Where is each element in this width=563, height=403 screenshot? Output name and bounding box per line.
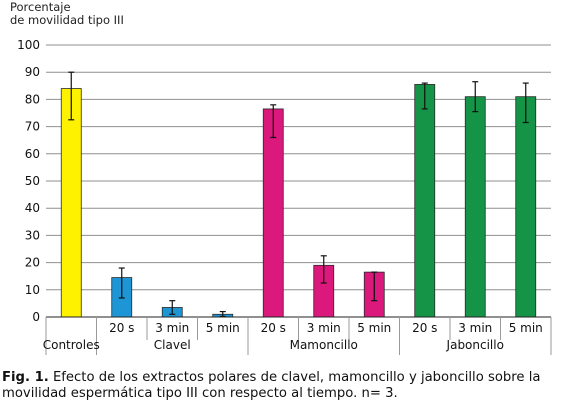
bar (414, 84, 436, 318)
y-axis-title-line-2: de movilidad tipo III (10, 13, 124, 27)
x-sub-label: 20 s (412, 321, 437, 335)
y-tick-label: 60 (25, 147, 40, 161)
x-group-label: Controles (43, 338, 100, 352)
bar (515, 96, 537, 318)
y-axis-title-line-1: Porcentaje (10, 0, 71, 14)
bar (464, 96, 486, 318)
x-sub-label: 5 min (509, 321, 543, 335)
figure-caption: Fig. 1. Efecto de los extractos polares … (2, 370, 562, 402)
x-group-label: Clavel (154, 338, 191, 352)
x-sub-label: 5 min (357, 321, 391, 335)
x-sub-label: 3 min (155, 321, 189, 335)
y-tick-label: 20 (25, 256, 40, 270)
bar-chart: 0 10 20 30 40 50 60 70 80 90 100 20 s 3 min 5 min 20 s… (17, 38, 552, 355)
y-tick-label: 80 (25, 92, 40, 106)
caption-text: Efecto de los extractos polares de clave… (2, 370, 541, 401)
x-sub-label: 5 min (206, 321, 240, 335)
figure-label: Fig. 1. (2, 370, 49, 385)
y-tick-label: 0 (32, 310, 40, 324)
y-tick-label: 50 (25, 174, 40, 188)
x-group-label: Jaboncillo (446, 338, 504, 352)
x-sub-label: 20 s (109, 321, 134, 335)
y-tick-label: 10 (25, 283, 40, 297)
bar (60, 88, 82, 318)
y-tick-label: 70 (25, 120, 40, 134)
bar (262, 108, 284, 318)
y-tick-label: 30 (25, 228, 40, 242)
y-tick-label: 90 (25, 65, 40, 79)
y-tick-label: 100 (17, 38, 40, 52)
x-sub-label: 20 s (261, 321, 286, 335)
x-sub-label: 3 min (458, 321, 492, 335)
x-sub-label: 3 min (307, 321, 341, 335)
y-tick-label: 40 (25, 201, 40, 215)
x-group-label: Mamoncillo (290, 338, 358, 352)
